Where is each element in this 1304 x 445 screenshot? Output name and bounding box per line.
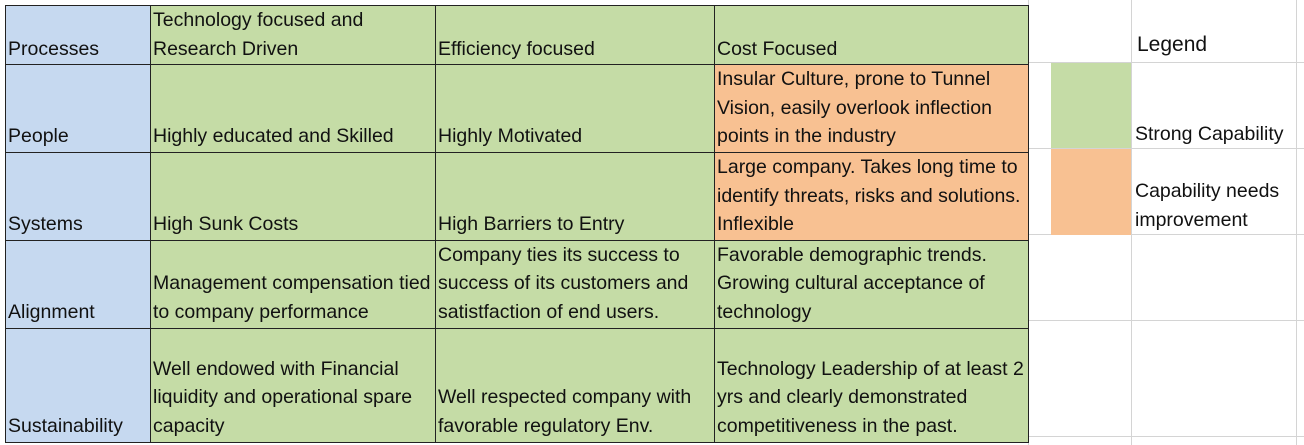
cell-processes-3[interactable]: Cost Focused (714, 4, 1029, 66)
cell-alignment-1[interactable]: Management compensation tied to company … (150, 239, 436, 329)
cell-systems-3[interactable]: Large company. Takes long time to identi… (714, 151, 1029, 241)
legend-label-needs-improvement[interactable]: Capability needs improvement (1135, 180, 1280, 231)
cell-alignment-2[interactable]: Company ties its success to success of i… (435, 239, 715, 329)
gridline (1028, 234, 1304, 235)
row-label-alignment[interactable]: Alignment (5, 239, 151, 329)
matrix-row-processes: Processes Technology focused and Researc… (5, 4, 1029, 66)
gridline (1028, 320, 1304, 321)
cell-people-3[interactable]: Insular Culture, prone to Tunnel Vision,… (714, 64, 1029, 153)
capability-matrix: Processes Technology focused and Researc… (5, 4, 1029, 443)
cell-systems-2[interactable]: High Barriers to Entry (435, 151, 715, 241)
cell-people-1[interactable]: Highly educated and Skilled (150, 64, 436, 153)
legend-swatch-needs-improvement[interactable] (1051, 149, 1131, 235)
matrix-row-systems: Systems High Sunk Costs High Barriers to… (5, 151, 1029, 241)
legend-label-strong[interactable]: Strong Capability (1135, 123, 1284, 145)
gridline (1028, 62, 1304, 63)
legend-title[interactable]: Legend (1137, 33, 1208, 56)
cell-people-2[interactable]: Highly Motivated (435, 64, 715, 153)
gridline (1296, 0, 1297, 445)
row-label-people[interactable]: People (5, 64, 151, 153)
row-label-processes[interactable]: Processes (5, 4, 151, 66)
cell-sustainability-3[interactable]: Technology Leadership of at least 2 yrs … (714, 327, 1029, 443)
cell-processes-2[interactable]: Efficiency focused (435, 4, 715, 66)
matrix-row-alignment: Alignment Management compensation tied t… (5, 239, 1029, 329)
gridline (1028, 0, 1029, 445)
gridline (1028, 436, 1304, 437)
cell-systems-1[interactable]: High Sunk Costs (150, 151, 436, 241)
gridline (1131, 0, 1132, 445)
matrix-row-sustainability: Sustainability Well endowed with Financi… (5, 327, 1029, 443)
cell-sustainability-2[interactable]: Well respected company with favorable re… (435, 327, 715, 443)
cell-processes-1[interactable]: Technology focused and Research Driven (150, 4, 436, 66)
gridline (1028, 148, 1304, 149)
row-label-systems[interactable]: Systems (5, 151, 151, 241)
legend-swatch-strong[interactable] (1051, 63, 1131, 148)
cell-sustainability-1[interactable]: Well endowed with Financial liquidity an… (150, 327, 436, 443)
cell-alignment-3[interactable]: Favorable demographic trends. Growing cu… (714, 239, 1029, 329)
matrix-row-people: People Highly educated and Skilled Highl… (5, 64, 1029, 153)
row-label-sustainability[interactable]: Sustainability (5, 327, 151, 443)
